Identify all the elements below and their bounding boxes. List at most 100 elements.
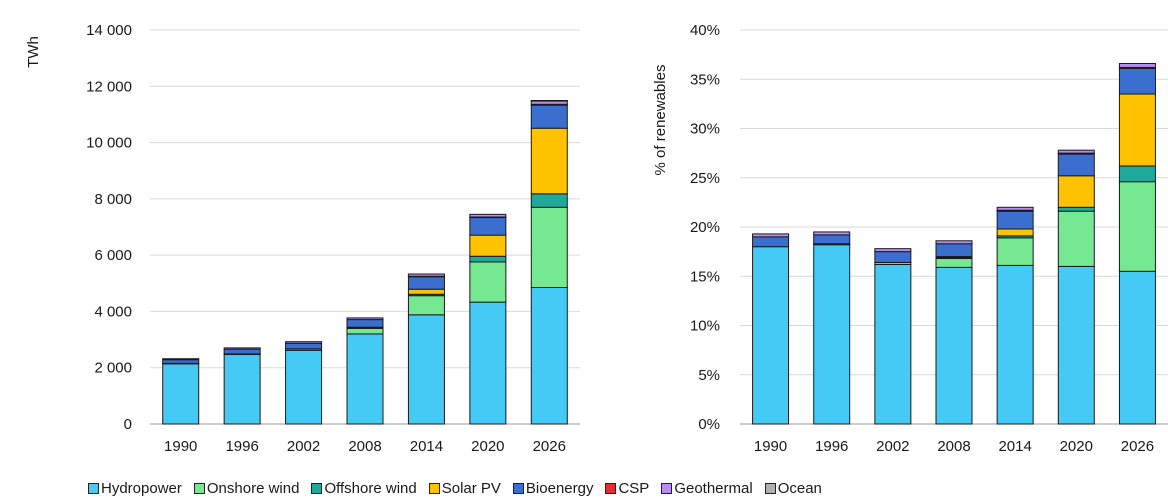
chart-twh-ytick-label: 2 000: [94, 360, 132, 377]
chart-twh-bar-onshore-wind-2020: [469, 261, 507, 303]
chart-twh-ylabel: TWh: [25, 36, 42, 68]
legend-swatch-ocean: [764, 482, 776, 494]
chart-twh-ytick-label: 0: [124, 416, 132, 433]
chart-share-bar-geothermal-2008: [935, 240, 973, 245]
charts-canvas: 0 2 000 4 000 6 000 8 000 10 000 12 000 14 000 T…: [25, 22, 1168, 455]
chart-share-bar-offshore-wind-2020: [1057, 206, 1095, 212]
chart-twh-bar-geothermal-1990: [162, 358, 200, 361]
legend-label-onshore-wind: Onshore wind: [206, 479, 300, 497]
chart-twh-bar-onshore-wind-2014: [407, 295, 445, 316]
chart-share-ytick-label: 10%: [690, 318, 720, 335]
chart-share-xtick-label: 2026: [1121, 438, 1154, 455]
chart-legend: Hydropower Onshore wind Offshore wind So…: [88, 478, 1168, 498]
chart-share-xtick-label: 1996: [815, 438, 848, 455]
chart-twh-bar-solar-pv-2020: [469, 234, 507, 257]
chart-twh-bar-offshore-wind-2020: [469, 255, 507, 263]
chart-share-bar-hydropower-2020: [1057, 265, 1095, 425]
chart-twh-bar-geothermal-1996: [223, 347, 261, 350]
chart-share-xtick-label: 1990: [754, 438, 787, 455]
chart-share-bar-geothermal-1990: [752, 233, 790, 238]
chart-twh-bar-bioenergy-1996: [223, 348, 261, 355]
chart-share-bar-geothermal-2026: [1118, 62, 1156, 68]
chart-twh-bar-bioenergy-1990: [162, 359, 200, 364]
chart-twh-xtick-label: 2008: [348, 438, 381, 455]
legend-label-bioenergy: Bioenergy: [525, 479, 594, 497]
chart-share-xtick-label: 2002: [876, 438, 909, 455]
chart-share-ytick-label: 25%: [690, 170, 720, 187]
chart-share-bar-solar-pv-2020: [1057, 175, 1095, 208]
chart-share-bar-bioenergy-2014: [996, 210, 1034, 230]
chart-twh-bar-bioenergy-2026: [530, 104, 568, 129]
chart-share-ytick-label: 20%: [690, 219, 720, 236]
chart-share-bar-hydropower-1990: [752, 246, 790, 425]
chart-share-bar-hydropower-2014: [996, 264, 1034, 425]
chart-twh-bar-onshore-wind-2008: [346, 327, 384, 335]
chart-twh-bar-onshore-wind-2026: [530, 206, 568, 289]
legend-label-offshore-wind: Offshore wind: [324, 479, 417, 497]
legend-swatch-offshore-wind: [311, 482, 323, 494]
chart-share-bar-hydropower-2008: [935, 266, 973, 425]
chart-share-bar-solar-pv-2014: [996, 228, 1034, 237]
chart-twh-xtick-label: 2020: [471, 438, 504, 455]
chart-twh-bar-bioenergy-2020: [469, 216, 507, 236]
chart-share-bar-onshore-wind-2026: [1118, 181, 1156, 272]
legend-item-solar-pv: Solar PV: [428, 480, 501, 497]
chart-twh-bar-geothermal-2020: [469, 213, 507, 218]
legend-label-ocean: Ocean: [777, 479, 822, 497]
chart-share: 0% 5% 10% 15% 20% 25% 30% 35% 40% % of renewables…: [652, 22, 1168, 455]
chart-share-ylabel: % of renewables: [652, 65, 669, 176]
chart-share-bar-geothermal-2020: [1057, 149, 1095, 154]
chart-twh-xtick-label: 1990: [164, 438, 197, 455]
chart-share-xtick-label: 2014: [998, 438, 1031, 455]
chart-share-ytick-label: 5%: [698, 367, 720, 384]
chart-share-xtick-label: 2020: [1060, 438, 1093, 455]
legend-item-onshore-wind: Onshore wind: [193, 479, 300, 497]
chart-twh-ytick-label: 4 000: [94, 303, 132, 320]
chart-share-bar-hydropower-2026: [1118, 270, 1156, 425]
chart-twh-ytick-label: 14 000: [86, 22, 132, 39]
chart-twh-ytick-label: 6 000: [94, 247, 132, 264]
chart-twh-bar-hydropower-2026: [530, 287, 568, 425]
chart-twh-bar-bioenergy-2002: [285, 342, 323, 350]
chart-twh-xtick-label: 2026: [533, 438, 566, 455]
legend-item-offshore-wind: Offshore wind: [311, 479, 417, 497]
chart-share-bar-hydropower-1996: [813, 244, 851, 425]
legend-swatch-solar-pv: [428, 482, 440, 494]
chart-share-bar-offshore-wind-2026: [1118, 165, 1156, 183]
chart-twh-bar-geothermal-2008: [346, 317, 384, 321]
legend-swatch-onshore-wind: [193, 482, 205, 494]
chart-share-bar-bioenergy-2026: [1118, 67, 1156, 95]
chart-share-bar-hydropower-2002: [874, 263, 912, 425]
chart-share-bar-bioenergy-2002: [874, 251, 912, 263]
chart-twh-bar-hydropower-2014: [407, 314, 445, 425]
chart-share-bar-geothermal-2002: [874, 248, 912, 253]
chart-share-ytick-label: 0%: [698, 416, 720, 433]
chart-share-bar-solar-pv-2026: [1118, 93, 1156, 167]
legend-item-bioenergy: Bioenergy: [512, 479, 594, 497]
chart-share-ytick-label: 30%: [690, 121, 720, 138]
chart-share-bar-geothermal-1996: [813, 231, 851, 236]
legend-label-csp: CSP: [618, 479, 650, 497]
chart-twh-ytick-label: 8 000: [94, 191, 132, 208]
chart-twh: 0 2 000 4 000 6 000 8 000 10 000 12 000 14 000 T…: [25, 22, 580, 455]
chart-share-bar-geothermal-2014: [996, 206, 1034, 211]
chart-twh-xtick-label: 2014: [410, 438, 443, 455]
chart-twh-bar-geothermal-2002: [285, 341, 323, 344]
chart-twh-bar-solar-pv-2026: [530, 127, 568, 195]
chart-twh-bar-bioenergy-2008: [346, 319, 384, 328]
chart-share-bar-onshore-wind-2008: [935, 258, 973, 268]
legend-item-geothermal: Geothermal: [661, 480, 753, 497]
chart-share-bar-bioenergy-1996: [813, 234, 851, 245]
chart-twh-bar-offshore-wind-2026: [530, 193, 568, 208]
legend-item-hydropower: Hydropower: [88, 480, 182, 497]
chart-share-bar-bioenergy-2020: [1057, 153, 1095, 177]
chart-twh-bar-hydropower-1996: [223, 353, 261, 425]
chart-share-ytick-label: 40%: [690, 22, 720, 39]
chart-twh-bar-hydropower-1990: [162, 362, 200, 425]
chart-twh-bar-bioenergy-2014: [407, 276, 445, 290]
legend-swatch-geothermal: [661, 482, 673, 494]
legend-swatch-hydropower: [88, 482, 99, 494]
chart-twh-bar-hydropower-2020: [469, 301, 507, 425]
legend-swatch-bioenergy: [512, 482, 524, 494]
chart-twh-bar-ocean-2026: [530, 99, 568, 102]
